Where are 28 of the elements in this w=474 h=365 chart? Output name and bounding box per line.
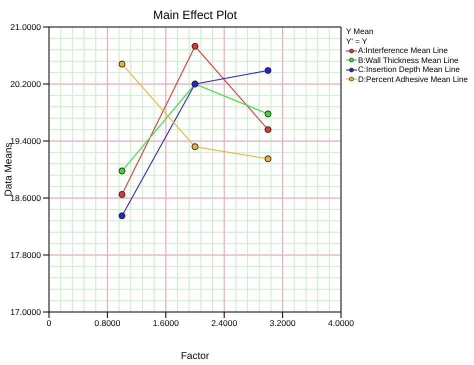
point: [192, 42, 198, 50]
point: [264, 110, 272, 118]
point: [192, 143, 198, 150]
legend-label: D:Percent Adhesive Mean Line: [357, 74, 468, 84]
text: Y' = Y: [346, 36, 368, 46]
point: [118, 191, 126, 198]
y-tick-label: 21.0000: [10, 22, 42, 32]
x-axis-title: Factor: [180, 351, 210, 362]
legend-label: C:Insertion Depth Mean Line: [357, 65, 461, 74]
point: [264, 126, 272, 133]
x-tick-label: 0: [46, 318, 52, 328]
point: [118, 212, 126, 220]
x-tick-label: 2.4000: [211, 318, 238, 328]
y-tick-label: 17.0000: [10, 307, 42, 318]
x-tick-label: 4.0000: [328, 318, 354, 328]
point: [264, 67, 272, 74]
y-tick-label: 20.2000: [10, 79, 42, 90]
legend-label: A:Interference Mean Line: [357, 46, 449, 56]
point: [118, 168, 126, 174]
x-tick-label: 0.8000: [94, 318, 121, 328]
point: [118, 60, 126, 68]
legend-label: B:Wall Thickness Mean Line: [357, 56, 460, 65]
chart-title: Main Effect Plot: [152, 8, 238, 22]
x-tick-label: 1.6000: [152, 318, 180, 328]
point: [264, 155, 272, 162]
x-tick-label: 3.2000: [270, 318, 296, 328]
y-tick-label: 17.8000: [10, 250, 42, 260]
legend-title: Y Mean: [346, 27, 374, 36]
